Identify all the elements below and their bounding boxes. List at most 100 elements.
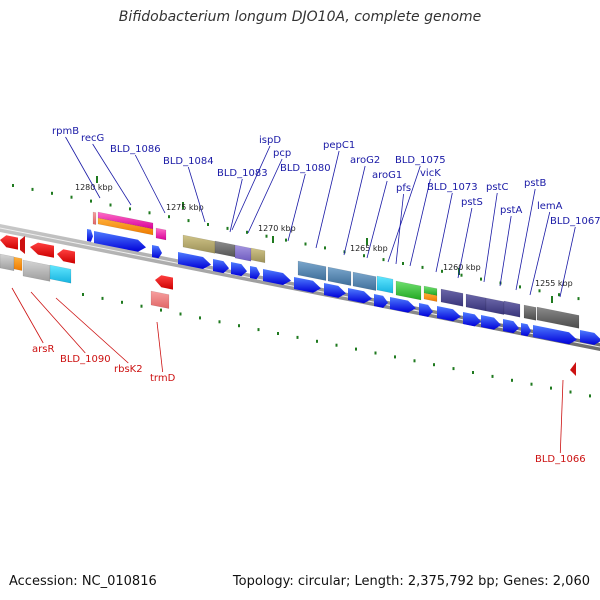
kbp-tick <box>366 238 368 245</box>
gene-label-pstS: pstS <box>461 197 483 208</box>
gene-product-block <box>485 297 505 315</box>
forward-gene-arrow <box>580 330 600 345</box>
outer-scale-tick <box>480 277 482 281</box>
gene-product-block <box>297 260 327 281</box>
outer-scale-tick <box>168 215 170 219</box>
gene-product-block <box>49 264 72 284</box>
forward-gene-arrow <box>94 231 146 252</box>
gene-label-arsR: arsR <box>32 344 54 355</box>
gene-label-leader <box>395 193 404 265</box>
gene-label-leader <box>366 180 388 259</box>
forward-gene-arrow <box>263 269 291 285</box>
forward-gene-arrow <box>231 262 247 277</box>
inner-scale-tick <box>355 347 357 351</box>
inner-scale-tick <box>413 359 416 363</box>
gene-label-pcp: pcp <box>273 148 291 159</box>
outer-scale-tick <box>402 262 404 265</box>
gene-label-leader <box>231 145 271 231</box>
outer-scale-tick <box>90 199 92 203</box>
inner-scale-tick <box>257 328 260 332</box>
gene-product-block <box>352 271 377 291</box>
gene-product-block <box>523 304 537 321</box>
outer-scale-tick <box>363 254 365 258</box>
inner-scale-tick <box>530 382 533 386</box>
inner-scale-tick <box>433 363 435 367</box>
gene-label-leader <box>187 166 206 223</box>
kbp-tick <box>272 236 274 243</box>
forward-gene-arrow <box>178 252 211 269</box>
inner-scale-tick <box>160 308 162 312</box>
gene-label-leader <box>483 192 498 283</box>
gene-product-block <box>536 306 580 329</box>
gene-label-leader <box>30 291 86 354</box>
gene-label-rpmB: rpmB <box>52 126 79 137</box>
forward-gene-arrow <box>213 259 229 274</box>
gene-label-leader <box>247 158 283 234</box>
gene-product-block <box>423 292 438 302</box>
gene-label-leader <box>409 178 431 267</box>
forward-gene-arrow <box>437 306 461 322</box>
forward-gene-arrow <box>419 303 433 317</box>
kbp-label: 1255 kbp <box>535 279 573 288</box>
gene-label-BLD_1090: BLD_1090 <box>60 354 111 365</box>
inner-scale-tick <box>101 296 104 300</box>
gene-label-recG: recG <box>81 133 104 144</box>
outer-scale-tick <box>265 234 268 238</box>
gene-product-block <box>97 217 154 236</box>
kbp-tick <box>96 176 98 183</box>
gene-label-leader <box>559 226 576 298</box>
outer-scale-tick <box>129 207 131 211</box>
inner-scale-tick <box>472 371 474 374</box>
gene-label-BLD_1086: BLD_1086 <box>110 144 161 155</box>
forward-gene-arrow <box>348 288 372 304</box>
inner-scale-tick <box>394 355 396 359</box>
gene-label-leader <box>11 287 44 344</box>
kbp-tick <box>551 296 553 303</box>
reverse-gene-arrow <box>30 242 54 258</box>
inner-scale-tick <box>550 386 552 390</box>
inner-scale-tick <box>511 378 513 382</box>
gene-label-leader <box>499 215 512 287</box>
gene-label-pstA: pstA <box>500 205 522 216</box>
gene-label-rbsK2: rbsK2 <box>114 364 143 375</box>
gene-product-block <box>13 256 23 271</box>
inner-scale-tick <box>335 343 338 347</box>
gene-product-block <box>440 288 464 307</box>
gene-label-pfs: pfs <box>396 183 411 194</box>
outer-scale-tick <box>304 242 307 246</box>
outer-scale-tick <box>12 184 14 187</box>
gene-product-block <box>22 259 51 282</box>
inner-scale-tick <box>218 320 221 324</box>
forward-gene-arrow <box>533 325 577 345</box>
gene-label-leader <box>435 192 453 273</box>
inner-scale-tick <box>589 394 591 398</box>
forward-gene-arrow <box>463 312 481 327</box>
kbp-label: 1270 kbp <box>258 224 296 233</box>
reverse-gene-arrow <box>20 236 25 254</box>
forward-gene-arrow <box>390 297 416 313</box>
gene-product-block <box>395 280 422 301</box>
gene-label-ispD: ispD <box>259 135 281 146</box>
gene-label-pstB: pstB <box>524 178 546 189</box>
gene-product-block <box>250 247 266 264</box>
gene-product-block <box>0 253 15 272</box>
gene-label-leader <box>387 165 421 263</box>
gene-label-leader <box>559 379 564 454</box>
inner-scale-tick <box>452 367 455 371</box>
inner-scale-tick <box>140 304 143 308</box>
forward-gene-arrow <box>503 319 519 334</box>
inner-scale-tick <box>296 335 299 339</box>
outer-scale-tick <box>460 273 463 277</box>
page-title: Bifidobacterium longum DJO10A, complete … <box>118 9 482 25</box>
gene-product-block <box>150 290 170 309</box>
gene-label-BLD_1066: BLD_1066 <box>535 454 586 465</box>
gene-label-pepC1: pepC1 <box>323 140 355 151</box>
gene-label-leader <box>92 143 132 206</box>
gene-product-block <box>376 275 394 294</box>
outer-scale-tick <box>187 219 190 223</box>
inner-scale-tick <box>491 374 494 378</box>
forward-gene-arrow <box>152 245 162 259</box>
gene-product-block <box>214 240 236 258</box>
genome-summary-text: Topology: circular; Length: 2,375,792 bp… <box>232 574 590 589</box>
